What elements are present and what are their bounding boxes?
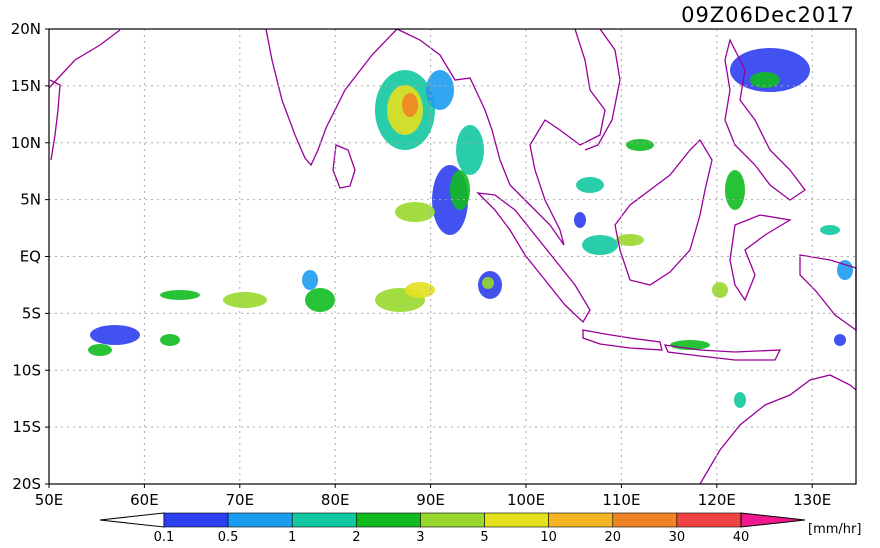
colorbar-box xyxy=(484,512,549,528)
lon-label: 90E xyxy=(416,491,445,509)
precip-area xyxy=(395,202,435,222)
lon-label: 60E xyxy=(130,491,159,509)
lon-label: 80E xyxy=(321,491,350,509)
colorbar-box xyxy=(163,512,229,528)
precip-area xyxy=(402,93,418,117)
precip-area xyxy=(734,392,746,408)
coast-bay-east xyxy=(396,28,606,246)
colorbar-label: 1 xyxy=(288,530,296,544)
precip-area xyxy=(305,288,335,312)
colorbar-box xyxy=(676,512,742,528)
coastlines xyxy=(48,28,857,485)
colorbar: 0.1 0.5 1 2 3 5 10 20 30 40 [mm/hr] xyxy=(99,512,861,545)
precip-area xyxy=(834,334,846,346)
colorbar-label: 0.1 xyxy=(154,530,175,544)
colorbar-label: 40 xyxy=(733,530,750,544)
colorbar-under-triangle xyxy=(99,512,165,528)
colorbar-label: 0.5 xyxy=(218,530,239,544)
precip-area xyxy=(405,282,435,298)
coast-lesser-sunda xyxy=(663,344,782,361)
lat-label: 5S xyxy=(22,304,41,322)
lat-label: EQ xyxy=(20,248,41,266)
coast-africa xyxy=(49,79,61,161)
colorbar-label: 2 xyxy=(352,530,360,544)
precip-area xyxy=(582,235,618,255)
coast-new-guinea xyxy=(799,254,857,332)
graticule xyxy=(49,29,856,484)
precip-area xyxy=(626,139,654,151)
coast-india xyxy=(265,28,398,167)
lat-label: 10S xyxy=(12,361,41,379)
precip-area xyxy=(576,177,604,193)
precip-area xyxy=(160,290,200,300)
colorbar-box xyxy=(291,512,357,528)
lon-label: 70E xyxy=(226,491,255,509)
coast-java xyxy=(582,329,663,351)
precip-area xyxy=(450,170,470,210)
coast-sulawesi xyxy=(729,214,792,302)
lon-label: 50E xyxy=(35,491,64,509)
lat-label: 15N xyxy=(11,77,41,95)
lat-label: 10N xyxy=(11,134,41,152)
precipitation-field xyxy=(88,48,853,408)
lat-label: 15S xyxy=(12,418,41,436)
lon-label: 120E xyxy=(698,491,736,509)
precip-area xyxy=(837,260,853,280)
lat-label: 20S xyxy=(12,475,41,493)
precip-area xyxy=(90,325,140,345)
precip-area xyxy=(712,282,728,298)
lat-label: 20N xyxy=(11,20,41,38)
colorbar-label: 30 xyxy=(669,530,686,544)
colorbar-box xyxy=(548,512,614,528)
precip-area xyxy=(750,72,780,88)
precip-area xyxy=(223,292,267,308)
precip-area xyxy=(574,212,586,228)
coast-vietnam xyxy=(584,28,621,151)
coast-arabia xyxy=(48,29,121,89)
precip-area xyxy=(426,70,454,110)
lon-label: 100E xyxy=(507,491,545,509)
coast-philippines xyxy=(724,38,806,201)
lon-label: 130E xyxy=(793,491,831,509)
precip-area xyxy=(456,125,484,175)
coast-borneo xyxy=(614,138,713,286)
colorbar-box xyxy=(420,512,485,528)
coast-sri-lanka xyxy=(332,144,356,189)
colorbar-box xyxy=(356,512,421,528)
precip-area xyxy=(160,334,180,346)
precip-area xyxy=(302,270,318,290)
colorbar-box xyxy=(227,512,293,528)
coast-sumatra xyxy=(476,192,591,324)
colorbar-over-triangle xyxy=(740,512,806,528)
colorbar-label: 20 xyxy=(605,530,622,544)
colorbar-unit: [mm/hr] xyxy=(808,522,861,537)
lon-label: 110E xyxy=(602,491,640,509)
precip-area xyxy=(820,225,840,235)
precip-area xyxy=(730,48,810,92)
coast-australia xyxy=(699,374,857,485)
colorbar-box xyxy=(612,512,678,528)
colorbar-label: 3 xyxy=(416,530,424,544)
title: 09Z06Dec2017 xyxy=(681,3,855,27)
precip-area xyxy=(616,234,644,246)
lat-label: 5N xyxy=(20,191,41,209)
precip-area xyxy=(725,170,745,210)
precip-area xyxy=(88,344,112,356)
precip-area xyxy=(482,277,494,289)
colorbar-label: 10 xyxy=(540,530,557,544)
colorbar-label: 5 xyxy=(480,530,488,544)
